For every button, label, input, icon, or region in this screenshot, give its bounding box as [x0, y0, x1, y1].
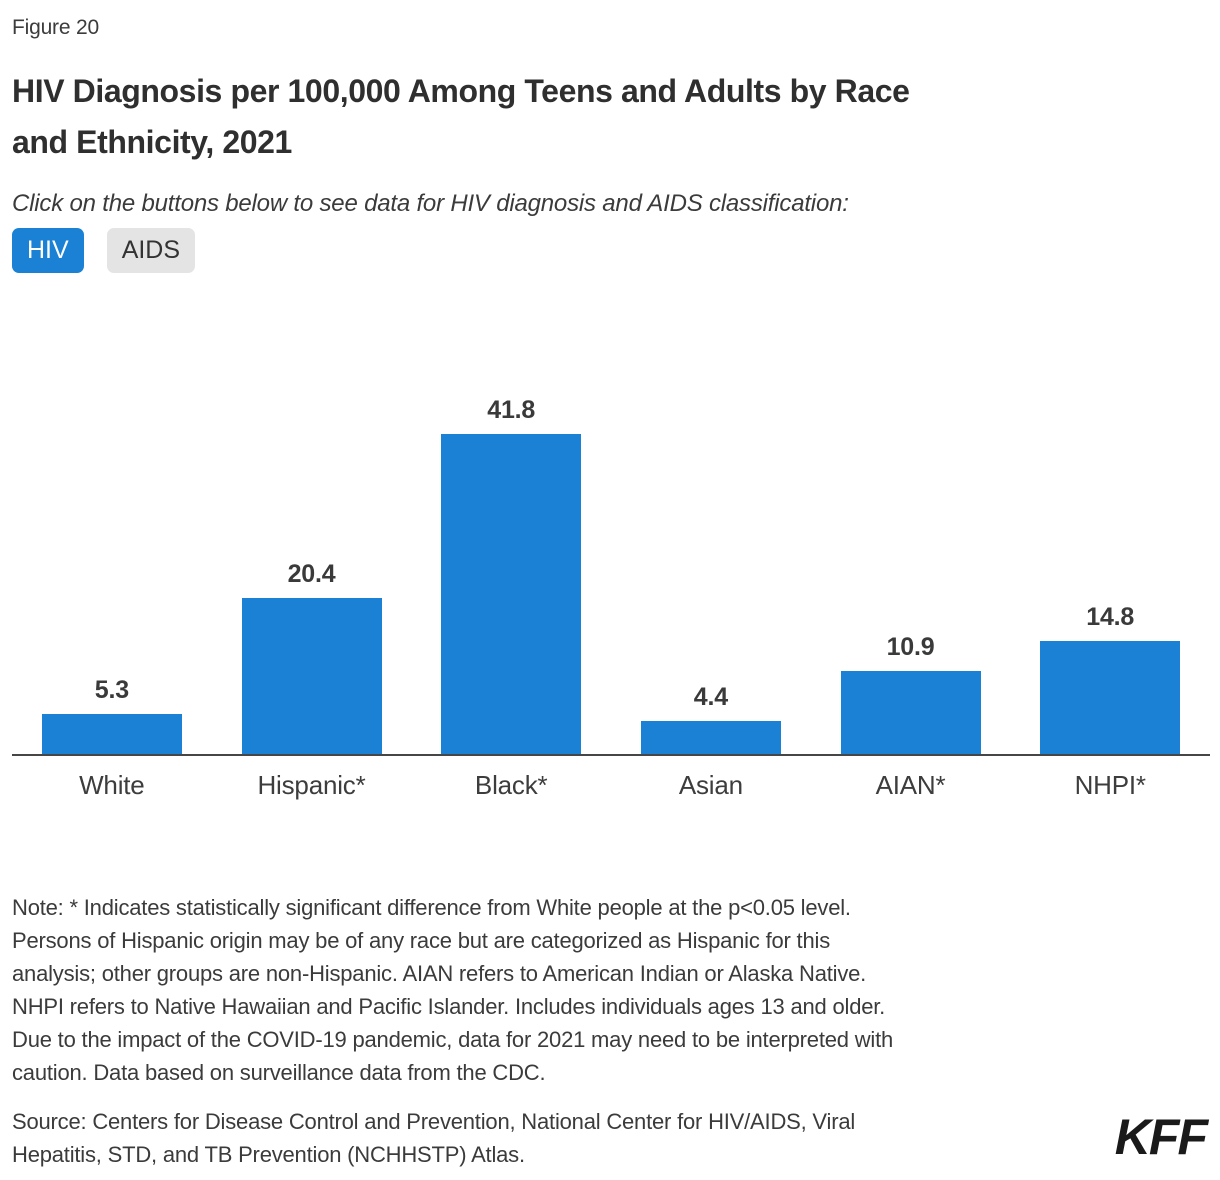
aids-toggle-button[interactable]: AIDS — [106, 228, 196, 274]
bar[interactable] — [441, 434, 582, 755]
bar-value-label: 4.4 — [693, 682, 728, 711]
note-line: NHPI refers to Native Hawaiian and Pacif… — [12, 994, 886, 1020]
note-text: Note: * Indicates statistically signific… — [12, 891, 1210, 1089]
bar-chart: 5.3 20.4 41.8 4.4 10.9 14.8 White Hispanic* Bla… — [12, 311, 1210, 801]
bar-value-label: 5.3 — [94, 675, 129, 704]
page-title-line-1: HIV Diagnosis per 100,000 Among Teens an… — [12, 73, 910, 109]
bar-slot: 41.8 — [411, 311, 611, 755]
bar-value-label: 14.8 — [1086, 603, 1135, 632]
note-line: caution. Data based on surveillance data… — [12, 1060, 546, 1086]
bar[interactable] — [840, 670, 981, 755]
bar[interactable] — [241, 598, 382, 755]
hiv-toggle-button[interactable]: HIV — [12, 228, 84, 274]
chart-category-axis: White Hispanic* Black* Asian AIAN* NHPI* — [12, 770, 1210, 801]
category-label: White — [79, 770, 145, 801]
bar-value-label: 20.4 — [287, 560, 336, 589]
category-label: AIAN* — [875, 770, 946, 801]
note-line: analysis; other groups are non-Hispanic.… — [12, 961, 867, 987]
bar[interactable] — [1040, 641, 1181, 755]
bar-slot: 10.9 — [811, 311, 1011, 755]
chart-instructions-text: Click on the buttons below to see data f… — [12, 190, 849, 218]
page-title-line-2: and Ethnicity, 2021 — [12, 124, 292, 161]
bar-slot: 5.3 — [12, 311, 212, 755]
category-label: Asian — [678, 770, 743, 801]
source-line: Source: Centers for Disease Control and … — [12, 1109, 856, 1135]
bar[interactable] — [640, 720, 781, 755]
category-label: Hispanic* — [257, 770, 366, 801]
bar[interactable] — [41, 713, 182, 755]
bar-slot: 4.4 — [611, 311, 811, 755]
category-label: Black* — [474, 770, 548, 801]
note-line: Persons of Hispanic origin may be of any… — [12, 928, 830, 954]
bar-slot: 14.8 — [1010, 311, 1210, 755]
chart-plot-area: 5.3 20.4 41.8 4.4 10.9 14.8 — [12, 311, 1210, 757]
note-line: Note: * Indicates statistically signific… — [12, 895, 851, 921]
source-line: Hepatitis, STD, and TB Prevention (NCHHS… — [12, 1142, 525, 1168]
bar-slot: 20.4 — [212, 311, 412, 755]
bar-value-label: 41.8 — [487, 396, 536, 425]
page-title: HIV Diagnosis per 100,000 Among Teens an… — [12, 66, 1210, 168]
note-line: Due to the impact of the COVID-19 pandem… — [12, 1027, 894, 1053]
source-text: Source: Centers for Disease Control and … — [12, 1105, 1210, 1171]
kff-logo[interactable]: KFF — [1114, 1109, 1208, 1165]
category-label: NHPI* — [1074, 770, 1146, 801]
bar-value-label: 10.9 — [886, 632, 935, 661]
metric-toggle-group: HIV AIDS — [12, 228, 1210, 274]
figure-number-label: Figure 20 — [12, 16, 99, 39]
